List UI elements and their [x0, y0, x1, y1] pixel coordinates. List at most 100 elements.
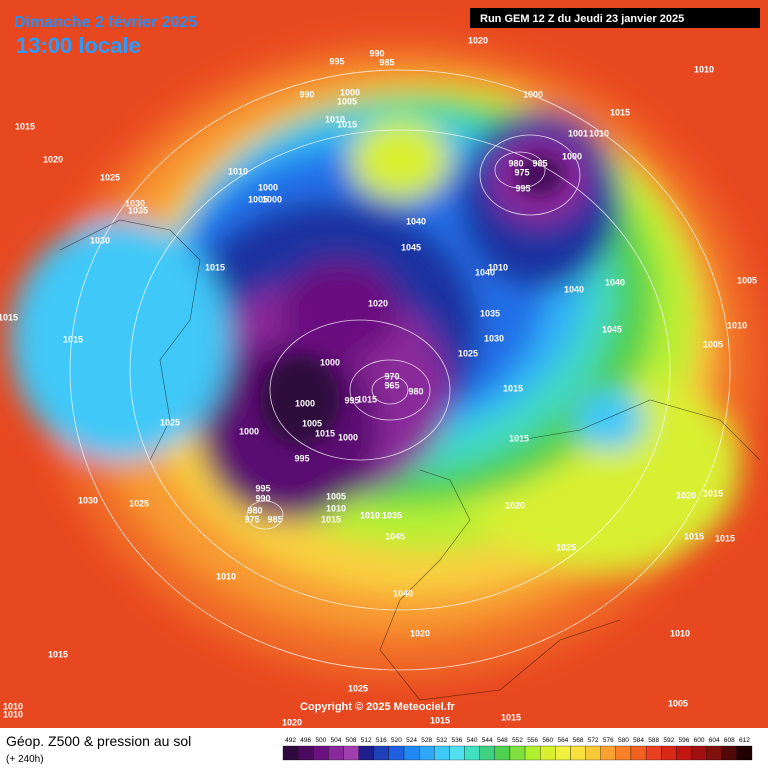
legend-swatch [328, 745, 344, 761]
isobar-label: 1005 [737, 275, 757, 285]
legend-swatch [540, 745, 556, 761]
isobar-label: 1010 [326, 503, 346, 513]
isobar-label: 980 [408, 386, 423, 396]
legend-tick: 592 [663, 737, 674, 744]
isobar-label: 1005 [326, 491, 346, 501]
legend-tick: 524 [406, 737, 417, 744]
isobar-label: 965 [384, 380, 399, 390]
legend-tick: 496 [300, 737, 311, 744]
isobar-label: 1025 [556, 542, 576, 552]
legend-swatch [479, 745, 495, 761]
legend-swatch [585, 745, 601, 761]
isobar-label: 1015 [610, 107, 630, 117]
isobar-label: 1015 [509, 433, 529, 443]
isobar-label: 985 [532, 158, 547, 168]
legend-tick: 536 [452, 737, 463, 744]
header: Dimanche 2 février 2025 13:00 locale Run… [14, 8, 760, 58]
isobar-label: 1020 [505, 500, 525, 510]
isobar-label: 1015 [337, 119, 357, 129]
legend-tick: 548 [497, 737, 508, 744]
run-box [470, 8, 760, 28]
isobar-label: 1020 [368, 298, 388, 308]
isobar-label: 1025 [348, 683, 368, 693]
legend-swatch [661, 745, 677, 761]
legend-swatch [645, 745, 662, 761]
legend-tick: 584 [633, 737, 644, 744]
legend-swatch [691, 745, 707, 761]
legend-swatch [449, 745, 465, 761]
legend-tick: 508 [346, 737, 357, 744]
isobar-label: 1045 [602, 324, 622, 334]
isobar-label: 1005 [337, 96, 357, 106]
isobar-label: 1015 [684, 531, 704, 541]
isobar-label: 970 [384, 371, 399, 381]
legend-swatch [343, 745, 359, 761]
legend-swatch [313, 745, 329, 761]
isobar-label: 1000 [258, 182, 278, 192]
isobar-label: 1015 [501, 712, 521, 722]
legend-swatch [419, 745, 435, 761]
legend-swatch [570, 745, 586, 761]
legend-tick: 576 [603, 737, 614, 744]
isobar-label: 1000 [340, 87, 360, 97]
isobar-label: 1040 [564, 284, 584, 294]
legend-tick: 600 [694, 737, 705, 744]
isobar-label: 1005 [248, 194, 268, 204]
isobar-label: 1025 [129, 498, 149, 508]
legend-tick: 492 [285, 737, 296, 744]
isobar-label: 1005 [703, 339, 723, 349]
legend-tick: 512 [361, 737, 372, 744]
isobar-label: 995 [255, 483, 270, 493]
isobar-label: 1015 [48, 649, 68, 659]
isobar-label: 1010 [670, 628, 690, 638]
legend-tick: 504 [331, 737, 342, 744]
legend-swatch [282, 745, 299, 761]
footer-subtitle: (+ 240h) [6, 754, 44, 765]
legend-swatch [706, 745, 722, 761]
legend-swatch [494, 745, 511, 761]
legend-tick: 612 [739, 737, 750, 744]
legend-swatch [721, 745, 738, 761]
isobar-label: 1010 [228, 166, 248, 176]
isobar-label: 990 [255, 493, 270, 503]
legend-tick: 532 [436, 737, 447, 744]
isobar-label: 1040 [475, 267, 495, 277]
isobar-label: 990 [299, 89, 314, 99]
isobar-label: 1010 [216, 571, 236, 581]
isobar-label: 1015 [321, 514, 341, 524]
color-legend: 492 496 500 504 508 512 516 520 524 528 532 536 540 5… [282, 737, 753, 761]
legend-tick: 556 [527, 737, 538, 744]
isobar-label: 995 [515, 183, 530, 193]
isobar-label: 1025 [100, 172, 120, 182]
isobar-label: 1000 [239, 426, 259, 436]
legend-tick: 500 [315, 737, 326, 744]
isobar-label: 1000 [295, 398, 315, 408]
isobar-label: 1015 [503, 383, 523, 393]
isobar-label: 1015 [63, 334, 83, 344]
isobar-label: 1000 [338, 432, 358, 442]
legend-tick: 572 [588, 737, 599, 744]
isobar-label: 1015 [703, 488, 723, 498]
isobar-label: 1015 [15, 121, 35, 131]
isobar-label: 1010 [3, 709, 23, 719]
isobar-label: 1015 [205, 262, 225, 272]
legend-swatch [615, 745, 632, 761]
footer-title: Géop. Z500 & pression au sol [6, 733, 191, 749]
isobar-label: 1045 [401, 242, 421, 252]
legend-swatch [297, 745, 314, 761]
run: Run GEM 12 Z du Jeudi 23 janvier 2025 [480, 13, 684, 25]
legend-tick: 604 [709, 737, 720, 744]
isobar-label: 1025 [458, 348, 478, 358]
isobar-label: 1010 [727, 320, 747, 330]
legend-swatch [555, 745, 571, 761]
legend-tick: 560 [542, 737, 553, 744]
isobar-label: 1025 [160, 417, 180, 427]
legend-swatch [464, 745, 480, 761]
isobar-label: 1000 [262, 194, 282, 204]
legend-swatch [434, 745, 450, 761]
legend-tick: 552 [512, 737, 523, 744]
isobar-label: 985 [267, 514, 282, 524]
isobar-label: 1000 [562, 151, 582, 161]
